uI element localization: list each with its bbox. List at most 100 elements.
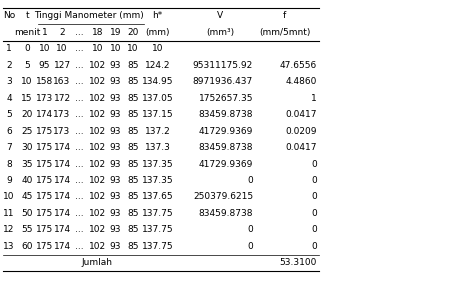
Text: 174: 174 [53,192,71,201]
Text: 174: 174 [53,143,71,152]
Text: Tinggi Manometer (mm): Tinggi Manometer (mm) [34,12,143,20]
Text: 45: 45 [21,192,33,201]
Text: 85: 85 [127,77,138,86]
Text: 93: 93 [109,94,121,103]
Text: 175: 175 [35,192,53,201]
Text: 175: 175 [35,242,53,251]
Text: 137.05: 137.05 [142,94,173,103]
Text: 1: 1 [41,28,47,37]
Text: 10: 10 [56,44,68,53]
Text: t: t [25,12,29,20]
Text: 40: 40 [21,176,33,185]
Text: 0: 0 [310,192,316,201]
Text: 41729.9369: 41729.9369 [198,127,253,136]
Text: ...: ... [75,176,83,185]
Text: 175: 175 [35,143,53,152]
Text: 0: 0 [310,160,316,169]
Text: 7: 7 [6,143,12,152]
Text: 85: 85 [127,209,138,218]
Text: 93: 93 [109,77,121,86]
Text: ...: ... [75,192,83,201]
Text: ...: ... [75,94,83,103]
Text: 175: 175 [35,160,53,169]
Text: 93: 93 [109,242,121,251]
Text: 102: 102 [89,61,106,70]
Text: V: V [217,12,223,20]
Text: 93: 93 [109,110,121,119]
Text: 85: 85 [127,242,138,251]
Text: 50: 50 [21,209,33,218]
Text: 20: 20 [127,28,138,37]
Text: 85: 85 [127,110,138,119]
Text: 18: 18 [91,28,103,37]
Text: 174: 174 [53,209,71,218]
Text: Jumlah: Jumlah [81,258,112,267]
Text: 93: 93 [109,209,121,218]
Text: 173: 173 [53,110,71,119]
Text: 102: 102 [89,225,106,234]
Text: menit: menit [14,28,40,37]
Text: 10: 10 [109,44,121,53]
Text: 10: 10 [127,44,138,53]
Text: 93: 93 [109,143,121,152]
Text: 93: 93 [109,160,121,169]
Text: 53.3100: 53.3100 [278,258,316,267]
Text: 134.95: 134.95 [142,77,173,86]
Text: ...: ... [75,77,83,86]
Text: 137.2: 137.2 [144,127,170,136]
Text: 25: 25 [21,127,33,136]
Text: 0.0209: 0.0209 [284,127,316,136]
Text: ...: ... [75,127,83,136]
Text: 137.75: 137.75 [142,209,173,218]
Text: 1: 1 [6,44,12,53]
Text: 102: 102 [89,127,106,136]
Text: 5: 5 [6,110,12,119]
Text: 158: 158 [35,77,53,86]
Text: 0.0417: 0.0417 [284,143,316,152]
Text: 20: 20 [21,110,33,119]
Text: 85: 85 [127,160,138,169]
Text: 85: 85 [127,143,138,152]
Text: 0: 0 [247,242,253,251]
Text: 137.3: 137.3 [144,143,170,152]
Text: 137.65: 137.65 [142,192,173,201]
Text: (mm³): (mm³) [206,28,234,37]
Text: 0: 0 [310,176,316,185]
Text: 11: 11 [3,209,15,218]
Text: 0.0417: 0.0417 [284,110,316,119]
Text: 19: 19 [109,28,121,37]
Text: 10: 10 [91,44,103,53]
Text: 127: 127 [53,61,71,70]
Text: 85: 85 [127,61,138,70]
Text: 2: 2 [59,28,65,37]
Text: 85: 85 [127,94,138,103]
Text: 83459.8738: 83459.8738 [198,143,253,152]
Text: 174: 174 [53,160,71,169]
Text: 10: 10 [3,192,15,201]
Text: 0: 0 [24,44,30,53]
Text: 1752657.35: 1752657.35 [198,94,253,103]
Text: 85: 85 [127,127,138,136]
Text: 41729.9369: 41729.9369 [198,160,253,169]
Text: 93: 93 [109,192,121,201]
Text: 1: 1 [310,94,316,103]
Text: 102: 102 [89,94,106,103]
Text: 83459.8738: 83459.8738 [198,209,253,218]
Text: 137.35: 137.35 [142,160,173,169]
Text: 102: 102 [89,77,106,86]
Text: 163: 163 [53,77,71,86]
Text: 124.2: 124.2 [145,61,170,70]
Text: 93: 93 [109,225,121,234]
Text: 172: 172 [53,94,71,103]
Text: 85: 85 [127,176,138,185]
Text: (mm/5mnt): (mm/5mnt) [258,28,310,37]
Text: f: f [283,12,286,20]
Text: 47.6556: 47.6556 [279,61,316,70]
Text: 174: 174 [35,110,53,119]
Text: ...: ... [75,44,83,53]
Text: 10: 10 [152,44,163,53]
Text: ...: ... [75,225,83,234]
Text: 0: 0 [310,225,316,234]
Text: 35: 35 [21,160,33,169]
Text: 175: 175 [35,127,53,136]
